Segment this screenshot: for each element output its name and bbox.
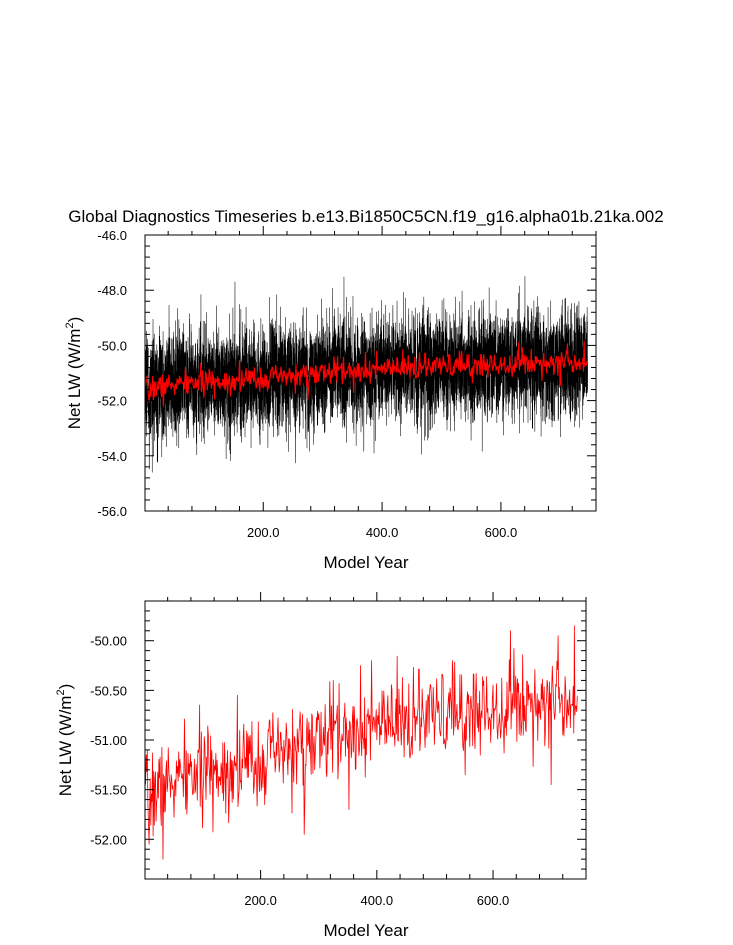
x-tick-label: 200.0: [247, 525, 280, 540]
y-axis-label: Net LW (W/m2): [64, 317, 84, 430]
chart-title: Global Diagnostics Timeseries b.e13.Bi18…: [68, 207, 663, 226]
x-axis-label: Model Year: [323, 921, 408, 940]
x-axis-label: Model Year: [323, 553, 408, 572]
y-tick-label: -51.00: [90, 733, 127, 748]
annual-line: [144, 340, 588, 407]
y-tick-label: -51.50: [90, 783, 127, 798]
y-tick-label: -54.0: [97, 449, 127, 464]
annual-series: [144, 625, 578, 860]
ticks: 200.0 400.0 600.0 -52.00 -51.50 -51.00 -50.50 -…: [90, 592, 587, 908]
y-tick-label: -52.0: [97, 394, 127, 409]
y-tick-label: -56.0: [97, 504, 127, 519]
monthly-series: [144, 276, 588, 473]
x-tick-label: 200.0: [244, 893, 277, 908]
x-tick-label: 400.0: [366, 525, 399, 540]
x-tick-label: 400.0: [361, 893, 394, 908]
monthly-line: [144, 276, 588, 473]
y-tick-label: -46.0: [97, 228, 127, 243]
annual-series: [144, 340, 588, 407]
ticks: 200.0 400.0 600.0 -56.0 -54.0 -52.0 -50.0 -48.0…: [97, 226, 597, 540]
bottom-panel: 200.0 400.0 600.0 -52.00 -51.50 -51.00 -50.50 -…: [55, 592, 587, 940]
plot-frame: [144, 234, 597, 512]
x-tick-label: 600.0: [477, 893, 510, 908]
annual-line: [144, 625, 578, 860]
y-tick-label: -48.0: [97, 283, 127, 298]
top-panel: 200.0 400.0 600.0 -56.0 -54.0 -52.0 -50.0 -48.0…: [64, 226, 597, 572]
y-tick-label: -50.00: [90, 634, 127, 649]
y-tick-label: -50.0: [97, 338, 127, 353]
y-tick-label: -52.00: [90, 832, 127, 847]
y-axis-label: Net LW (W/m2): [55, 684, 75, 797]
x-tick-label: 600.0: [485, 525, 518, 540]
y-tick-label: -50.50: [90, 683, 127, 698]
